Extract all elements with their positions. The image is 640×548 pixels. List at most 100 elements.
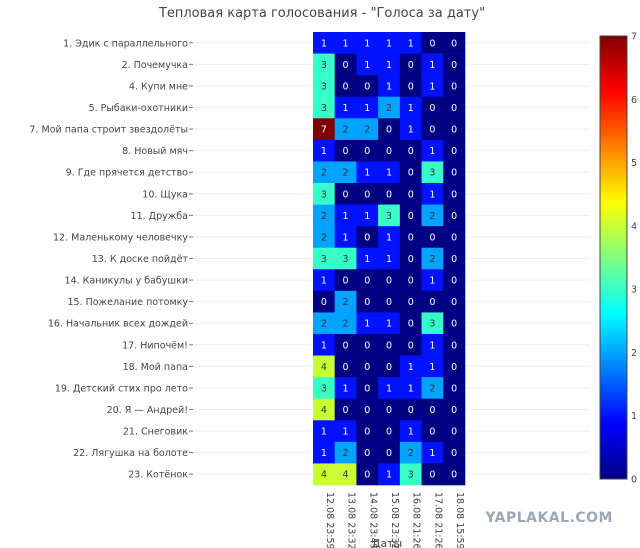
heatmap-cell (356, 377, 379, 400)
x-tick-label: 14.08 23:49 (367, 492, 378, 548)
cell-value-label: 0 (386, 189, 392, 200)
colorbar-tick-label: 4 (631, 221, 637, 232)
cell-value-label: 0 (321, 297, 327, 308)
cell-value-label: 0 (451, 319, 457, 330)
heatmap-cell (421, 269, 444, 292)
cell-value-label: 3 (429, 319, 435, 330)
heatmap-cell (313, 226, 336, 249)
heatmap-cell (334, 269, 357, 292)
heatmap-cell (334, 96, 357, 119)
cell-value-label: 1 (343, 211, 349, 222)
cell-value-label: 1 (429, 276, 435, 287)
cell-value-label: 0 (343, 146, 349, 157)
heatmap-cell (334, 32, 357, 54)
heatmap-cell (443, 75, 466, 98)
heatmap-cell (443, 290, 466, 313)
y-tick-label: 20. Я — Андрей! (107, 405, 188, 416)
heatmap-cell (334, 247, 357, 270)
cell-value-label: 0 (408, 146, 414, 157)
cell-value-label: 3 (321, 254, 327, 265)
heatmap-cell (334, 398, 357, 421)
heatmap-cell (443, 32, 466, 54)
cell-value-label: 0 (408, 276, 414, 287)
x-tick-label: 17.08 21:26 (432, 492, 443, 548)
x-tick-label: 18.08 15:59 (454, 492, 465, 548)
cell-value-label: 0 (451, 168, 457, 179)
heatmap-cell (334, 377, 357, 400)
cell-value-label: 1 (429, 60, 435, 71)
heatmap-cell (334, 204, 357, 227)
cell-value-label: 1 (429, 189, 435, 200)
cell-value-label: 0 (364, 297, 370, 308)
heatmap-cell (399, 96, 422, 119)
cell-value-label: 0 (451, 405, 457, 416)
cell-value-label: 1 (408, 427, 414, 438)
watermark-logo: YAPLAKAL.COM (484, 510, 613, 526)
heatmap-cell (399, 420, 422, 443)
cell-value-label: 0 (364, 470, 370, 481)
cell-value-label: 2 (343, 125, 349, 136)
y-tick-label: 7. Мой папа строит звездолёты (29, 125, 188, 136)
cell-value-label: 1 (343, 383, 349, 394)
cell-value-label: 2 (321, 319, 327, 330)
cell-value-label: 0 (364, 427, 370, 438)
cell-value-label: 0 (386, 125, 392, 136)
cell-value-label: 0 (364, 362, 370, 373)
heatmap-cell (378, 118, 401, 141)
cell-value-label: 0 (429, 470, 435, 481)
heatmap-cell (399, 75, 422, 98)
heatmap-cell (443, 226, 466, 249)
heatmap-cell (313, 355, 336, 378)
cell-value-label: 0 (429, 125, 435, 136)
heatmap-cell (443, 312, 466, 335)
cell-value-label: 1 (429, 448, 435, 459)
cell-value-label: 3 (321, 103, 327, 114)
cell-value-label: 0 (364, 340, 370, 351)
y-tick-label: 13. К доске пойдёт (92, 254, 189, 265)
cell-value-label: 1 (386, 470, 392, 481)
cell-value-label: 2 (343, 448, 349, 459)
heatmap-cell (378, 75, 401, 98)
cell-value-label: 1 (343, 38, 349, 49)
heatmap-cell (443, 398, 466, 421)
heatmap-cell (421, 183, 444, 205)
heatmap-cell (334, 312, 357, 335)
cell-value-label: 0 (343, 81, 349, 92)
cell-value-label: 0 (408, 254, 414, 265)
heatmap-cell (334, 290, 357, 313)
heatmap-cell (313, 139, 336, 162)
heatmap-cell (356, 269, 379, 292)
heatmap-cell (399, 463, 422, 486)
heatmap-cell (443, 247, 466, 270)
heatmap-cell (421, 96, 444, 119)
heatmap-cell (313, 312, 336, 335)
cell-value-label: 0 (451, 38, 457, 49)
y-tick-label: 5. Рыбаки-охотники (89, 103, 188, 114)
heatmap-cell (399, 398, 422, 421)
heatmap-cell (399, 183, 422, 205)
y-tick-label: 1. Эдик с параллельного (63, 38, 188, 49)
heatmap-cell (399, 334, 422, 356)
heatmap-cell (313, 420, 336, 443)
heatmap-cell (313, 118, 336, 141)
cell-value-label: 1 (429, 340, 435, 351)
heatmap-cell (399, 355, 422, 378)
heatmap-cell (313, 204, 336, 227)
heatmap-cell (421, 334, 444, 356)
heatmap-cell (378, 183, 401, 205)
heatmap-cell (356, 290, 379, 313)
heatmap-cell (399, 377, 422, 400)
cell-value-label: 1 (321, 276, 327, 287)
heatmap-cell (356, 32, 379, 54)
cell-value-label: 0 (386, 448, 392, 459)
cell-value-label: 0 (451, 81, 457, 92)
cell-value-label: 0 (451, 448, 457, 459)
x-axis-labels: 12.08 23:59 13.08 23:32 14.08 23:49 15.08 2… (324, 492, 465, 548)
heatmap-cell (378, 53, 401, 76)
heatmap-cell (421, 226, 444, 249)
cell-value-label: 0 (451, 103, 457, 114)
y-tick-label: 18. Мой папа (123, 362, 188, 373)
cell-value-label: 0 (364, 383, 370, 394)
cell-value-label: 0 (343, 276, 349, 287)
cell-value-label: 1 (364, 38, 370, 49)
